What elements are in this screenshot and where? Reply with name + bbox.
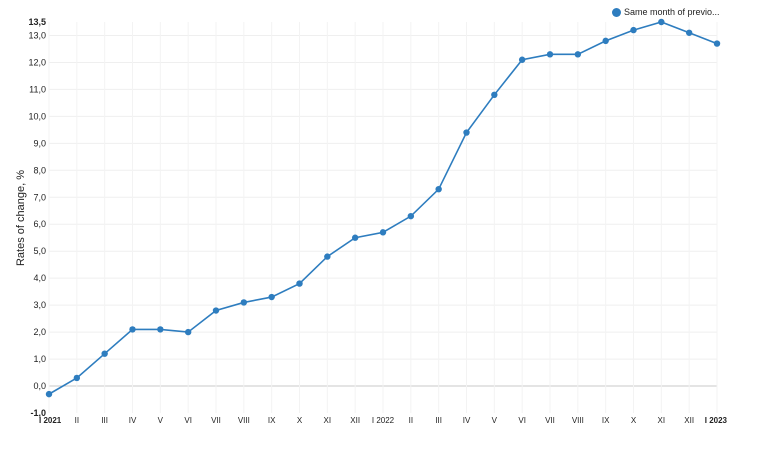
y-tick-label: 11,0 — [29, 84, 46, 94]
x-tick-label: XII — [684, 416, 694, 425]
x-tick-label: III — [101, 416, 108, 425]
x-tick-label: VI — [518, 416, 526, 425]
y-tick-label: 13,0 — [28, 30, 46, 40]
x-tick-label: I 2023 — [705, 416, 728, 425]
x-tick-label: VIII — [572, 416, 584, 425]
x-tick-label: IV — [463, 416, 471, 425]
data-point — [463, 129, 470, 136]
x-tick-label: XI — [324, 416, 332, 425]
x-tick-label: VII — [211, 416, 221, 425]
y-tick-label: 13,5 — [28, 17, 46, 27]
x-tick-label: X — [631, 416, 637, 425]
data-point — [268, 293, 275, 301]
y-tick-label: 12,0 — [28, 57, 46, 67]
y-tick-label: 3,0 — [33, 300, 46, 310]
y-tick-label: -1,0 — [30, 408, 46, 418]
data-point — [574, 51, 582, 58]
x-tick-label: IX — [602, 416, 610, 425]
y-axis-ticks: -1,0 0,0 1,0 2,0 3,0 4,0 5,0 6,0 7,0 8,0 9,0 10,0 11… — [28, 17, 46, 418]
data-point — [73, 374, 81, 382]
data-point — [602, 37, 609, 45]
y-tick-label: 4,0 — [33, 273, 46, 283]
data-point — [713, 40, 721, 47]
y-tick-label: 0,0 — [33, 381, 46, 391]
data-point — [324, 253, 331, 260]
x-tick-label: I 2022 — [372, 416, 395, 425]
x-tick-label: II — [409, 416, 413, 425]
data-point — [435, 185, 442, 193]
x-axis-ticks: I 2021 II III IV V VI VII VIII IX X XI XII I 2022 II I… — [39, 416, 728, 425]
legend-label: Same month of previo... — [624, 7, 720, 17]
data-point — [296, 280, 303, 287]
data-point — [212, 307, 220, 314]
x-tick-label: IV — [129, 416, 137, 425]
y-tick-label: 1,0 — [33, 354, 46, 364]
legend-marker-icon — [612, 7, 621, 17]
data-point — [658, 18, 665, 26]
x-tick-label: V — [492, 416, 498, 425]
x-tick-label: IX — [268, 416, 276, 425]
x-tick-label: VII — [545, 416, 555, 425]
x-tick-label: III — [435, 416, 442, 425]
data-point — [351, 234, 359, 241]
data-point — [240, 299, 248, 306]
x-tick-label: VIII — [238, 416, 250, 425]
data-point — [45, 390, 53, 398]
data-point — [685, 29, 693, 36]
y-tick-label: 10,0 — [28, 111, 46, 121]
data-point — [407, 212, 415, 220]
legend[interactable]: Same month of previo... — [612, 7, 720, 17]
x-tick-label: VI — [184, 416, 192, 425]
y-tick-label: 8,0 — [33, 165, 46, 175]
x-tick-label: II — [75, 416, 79, 425]
data-point — [546, 51, 554, 58]
data-point — [184, 328, 192, 336]
y-axis-label: Rates of change, % — [15, 169, 27, 267]
y-tick-label: 6,0 — [33, 219, 46, 229]
x-tick-label: I 2021 — [39, 416, 62, 425]
grid-lines — [48, 22, 718, 413]
data-point — [129, 326, 136, 333]
data-point — [518, 56, 526, 63]
x-tick-label: V — [158, 416, 164, 425]
series-layer — [45, 18, 721, 398]
x-tick-label: XII — [350, 416, 360, 425]
y-tick-label: 9,0 — [33, 138, 46, 148]
x-tick-label: XI — [658, 416, 666, 425]
data-point — [101, 350, 108, 357]
data-point — [491, 91, 498, 99]
data-point — [379, 229, 387, 236]
y-tick-label: 7,0 — [33, 192, 46, 202]
y-tick-label: 5,0 — [33, 246, 46, 256]
data-point — [630, 26, 637, 34]
x-tick-label: X — [297, 416, 303, 425]
data-point — [157, 326, 164, 333]
y-tick-label: 2,0 — [33, 327, 46, 337]
